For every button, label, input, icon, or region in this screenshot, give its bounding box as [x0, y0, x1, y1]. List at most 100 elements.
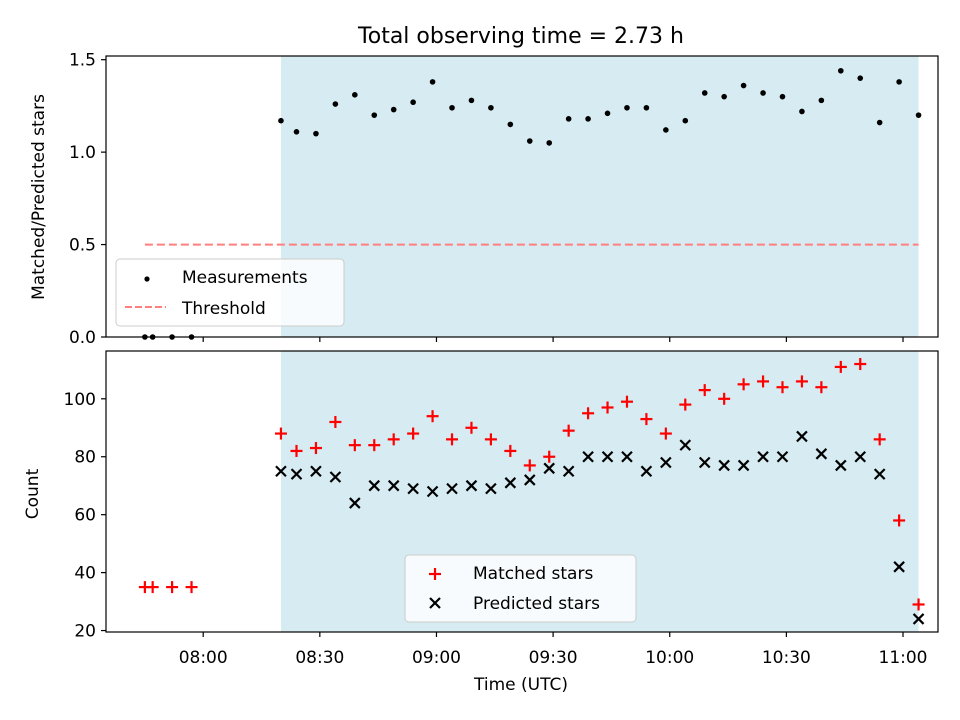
predicted-star-point — [660, 456, 672, 469]
predicted-star-point — [407, 482, 419, 495]
matched-star-point — [718, 392, 731, 405]
figure-title: Total observing time = 2.73 h — [357, 24, 684, 49]
measurement-point — [468, 97, 475, 104]
predicted-star-point — [698, 456, 711, 469]
y-tick-label: 0.5 — [69, 236, 96, 256]
predicted-star-point — [873, 468, 886, 480]
matched-star-point — [523, 459, 536, 472]
matched-star-point — [795, 375, 808, 388]
matched-star-point — [893, 514, 906, 527]
ratio-ylabel: Matched/Predicted stars — [29, 94, 49, 300]
y-tick-label: 40 — [74, 564, 96, 584]
legend-predicted-label: Predicted stars — [473, 594, 600, 614]
matched-star-point — [407, 427, 420, 440]
matched-star-point — [620, 395, 633, 408]
legend-measurements-label: Measurements — [182, 268, 308, 288]
predicted-star-point — [329, 471, 342, 483]
x-tick-label: 08:30 — [295, 648, 344, 668]
measurement-point — [779, 93, 786, 100]
matched-star-point — [368, 439, 381, 452]
measurement-point — [332, 101, 339, 107]
x-tick-label: 10:00 — [645, 648, 694, 668]
predicted-star-point — [601, 450, 614, 463]
y-tick-label: 100 — [64, 390, 96, 410]
measurement-point — [799, 108, 805, 115]
counts-ylabel: Count — [23, 468, 43, 519]
measurement-point — [449, 104, 455, 111]
measurement-point — [857, 75, 864, 81]
predicted-star-point — [446, 482, 458, 495]
predicted-star-point — [310, 465, 322, 477]
matched-star-point — [484, 433, 497, 446]
predicted-star-point — [426, 485, 439, 498]
matched-star-point — [601, 401, 614, 414]
predicted-star-point — [621, 450, 633, 463]
predicted-star-point — [562, 465, 575, 477]
predicted-star-point — [718, 459, 730, 472]
measurement-point — [410, 99, 416, 106]
measurement-point — [293, 128, 300, 135]
measurement-point — [604, 110, 611, 117]
predicted-star-point — [835, 459, 847, 472]
panel-counts-frame — [105, 350, 939, 633]
matched-star-point — [446, 433, 459, 446]
predicted-star-point — [893, 561, 905, 573]
measurement-point — [682, 117, 689, 124]
x-tick-label: 09:30 — [529, 648, 578, 668]
measurement-point — [701, 90, 708, 96]
measurement-point — [565, 116, 572, 122]
panel-ratio: 0.0 0.5 1.0 1.5 Matched/Predicted stars Mea… — [29, 51, 939, 348]
predicted-star-point — [543, 462, 555, 475]
matched-star-point — [776, 381, 789, 394]
matched-star-point — [912, 598, 925, 611]
legend-threshold-label: Threshold — [181, 299, 266, 319]
predicted-star-point — [679, 439, 692, 451]
matched-star-point — [504, 444, 517, 457]
matched-star-point — [387, 433, 400, 446]
measurement-point — [624, 104, 630, 111]
measurement-point — [876, 119, 883, 126]
matched-star-point — [146, 581, 159, 594]
legend-matched-marker — [429, 568, 441, 580]
matched-star-point — [679, 398, 692, 411]
measurement-point — [740, 82, 747, 89]
measurement-point — [313, 130, 319, 137]
matched-star-point — [465, 421, 478, 434]
matched-star-point — [582, 407, 595, 420]
predicted-star-point — [737, 459, 750, 472]
observing-span-shade — [280, 56, 919, 337]
x-tick-label: 08:00 — [179, 648, 228, 668]
matched-star-point — [562, 424, 575, 437]
x-tick-label: 09:00 — [412, 648, 461, 668]
predicted-star-point — [368, 479, 381, 492]
measurement-point — [526, 138, 533, 144]
legend-matched-label: Matched stars — [473, 564, 593, 584]
predicted-star-point — [796, 430, 808, 443]
matched-star-point — [166, 581, 179, 594]
measurement-point — [546, 140, 553, 146]
predicted-star-point — [349, 497, 361, 509]
predicted-star-point — [582, 450, 594, 463]
legend-measurement-marker — [144, 276, 150, 282]
predicted-star-point — [504, 477, 517, 489]
counts-legend: Matched stars Predicted stars — [404, 554, 637, 623]
predicted-star-point — [485, 482, 497, 495]
matched-star-point — [815, 381, 828, 394]
measurement-point — [488, 104, 494, 111]
predicted-star-point — [776, 450, 789, 463]
measurement-point — [760, 90, 766, 96]
measurement-point — [663, 127, 669, 133]
measurement-point — [278, 117, 284, 124]
matched-star-point — [426, 410, 439, 423]
measurement-point — [371, 112, 378, 118]
matched-star-point — [698, 384, 711, 397]
matched-star-point — [834, 360, 847, 373]
y-tick-label: 1.5 — [69, 51, 96, 71]
matched-star-point — [348, 439, 361, 452]
matched-star-point — [757, 375, 770, 388]
measurement-point — [507, 121, 514, 128]
ratio-legend: Measurements Threshold — [115, 258, 345, 327]
y-tick-label: 80 — [74, 448, 96, 468]
x-axis-label: Time (UTC) — [473, 675, 568, 695]
